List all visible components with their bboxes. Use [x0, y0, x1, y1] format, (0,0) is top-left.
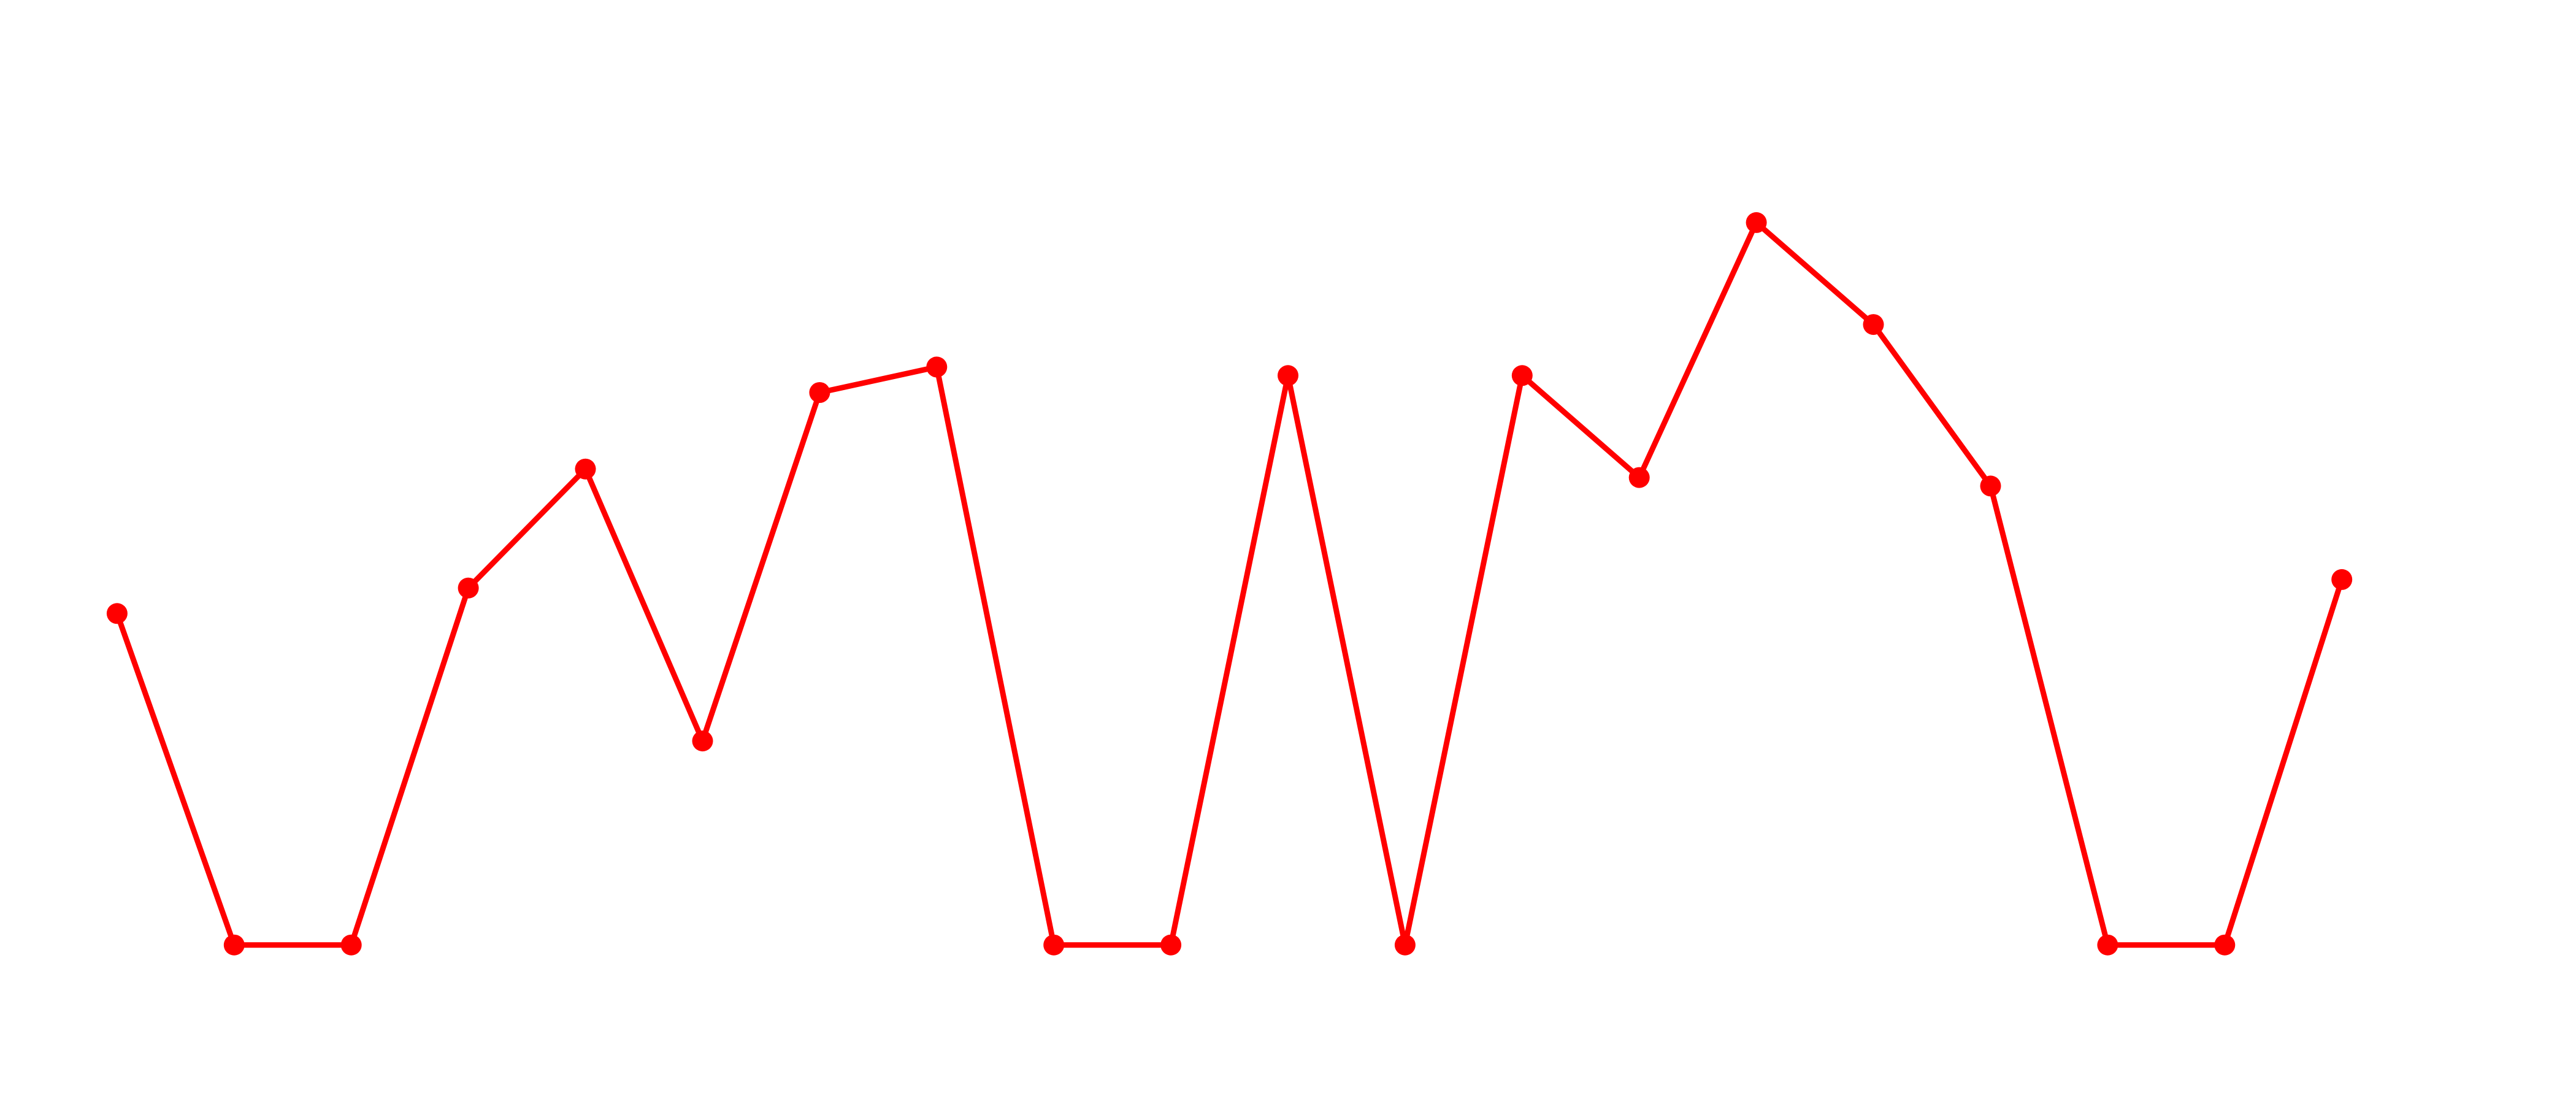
- data-point: [2331, 569, 2353, 590]
- data-point: [458, 577, 479, 599]
- data-point: [1511, 365, 1533, 386]
- data-point: [1628, 467, 1650, 488]
- data-point: [106, 603, 128, 624]
- data-point: [1043, 934, 1065, 956]
- plot-area: [106, 212, 2353, 956]
- data-point: [1863, 314, 1884, 335]
- series-line: [114, 220, 2345, 948]
- data-point: [692, 730, 713, 752]
- data-point: [575, 458, 596, 480]
- data-point: [340, 934, 362, 956]
- data-point: [2097, 934, 2118, 956]
- data-point: [1394, 934, 1416, 956]
- data-point: [1980, 475, 2001, 497]
- data-point: [2214, 934, 2236, 956]
- data-point: [223, 934, 245, 956]
- data-point: [1160, 934, 1182, 956]
- data-point: [1746, 212, 1767, 233]
- data-point: [809, 382, 830, 403]
- data-point: [1278, 365, 1298, 386]
- data-point: [926, 356, 948, 378]
